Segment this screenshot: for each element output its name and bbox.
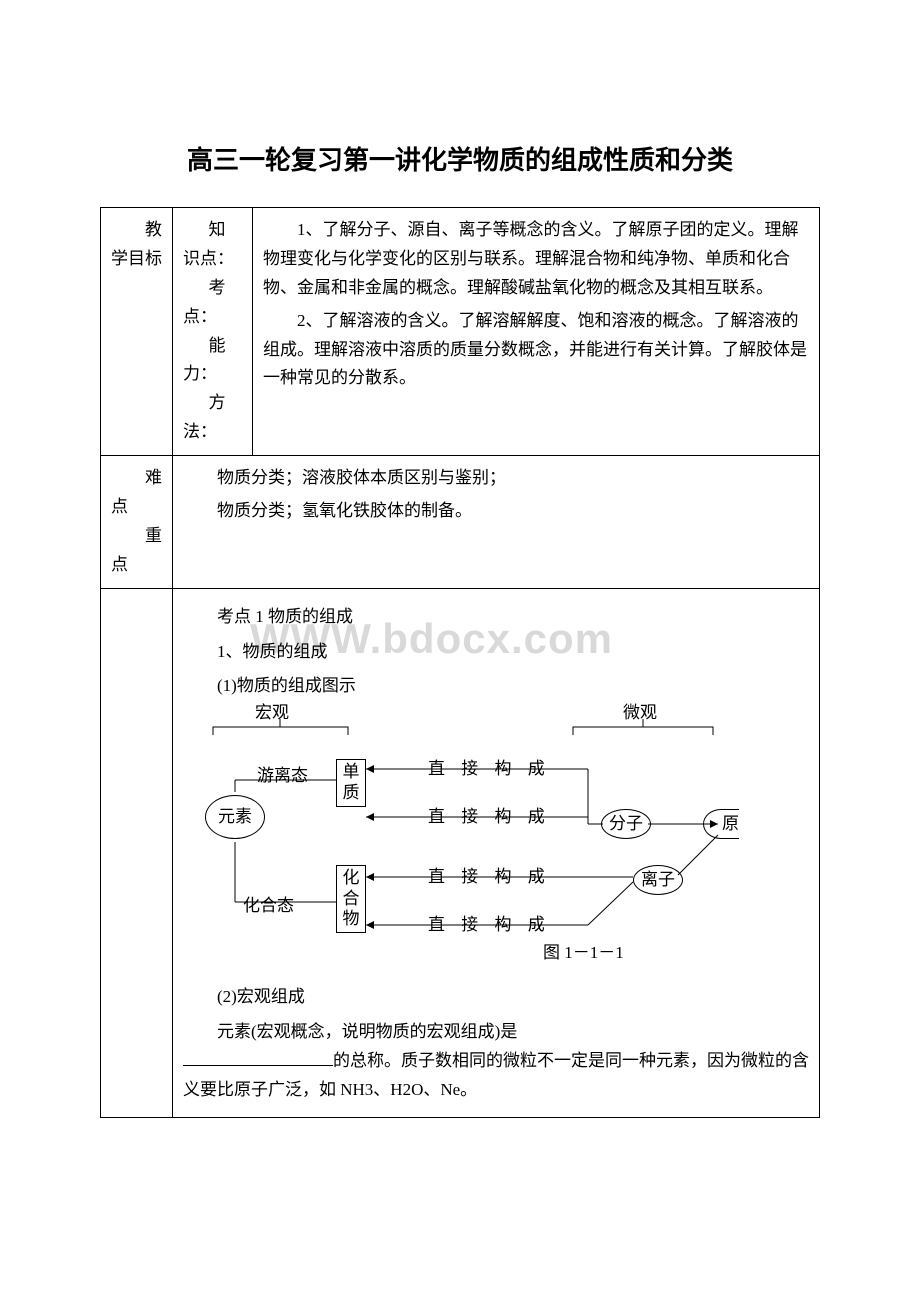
node-fenzi-text: 分子	[609, 810, 643, 839]
danzhi-char-2: 质	[337, 783, 365, 803]
macro-label: 宏观	[255, 699, 289, 728]
sub-heading-2: (1)物质的组成图示	[183, 672, 809, 701]
objectives-para-1: 1、了解分子、源自、离子等概念的含义。了解原子团的定义。理解物理变化与化学变化的…	[263, 216, 809, 303]
kp-heading: 考点 1 物质的组成	[183, 603, 809, 632]
difficulty-label-2: 重点	[111, 522, 162, 580]
cell-content-body: 考点 1 物质的组成 1、物质的组成 (1)物质的组成图示	[173, 588, 820, 1117]
cell-difficulty-label: 难点 重点	[101, 456, 173, 589]
huahewu-char-2: 合	[337, 889, 365, 909]
node-lizi-text: 离子	[641, 866, 675, 895]
edge-label-1: 直 接 构 成	[428, 755, 551, 784]
blank-fill	[183, 1049, 333, 1066]
cell-objectives-content: 1、了解分子、源自、离子等概念的含义。了解原子团的定义。理解物理变化与化学变化的…	[253, 208, 820, 456]
row-objectives: 教学目标 知识点： 考点： 能力： 方法： 1、了解分子、源自、离子等概念的含义…	[101, 208, 820, 456]
difficulty-line-2: 物质分类；氢氧化铁胶体的制备。	[183, 497, 809, 526]
row-content: 考点 1 物质的组成 1、物质的组成 (1)物质的组成图示	[101, 588, 820, 1117]
cell-content-label	[101, 588, 173, 1117]
lesson-table: 教学目标 知识点： 考点： 能力： 方法： 1、了解分子、源自、离子等概念的含义…	[100, 207, 820, 1118]
node-yuan: 原	[703, 809, 739, 839]
sub-heading-1: 1、物质的组成	[183, 638, 809, 667]
edge-label-4: 直 接 构 成	[428, 911, 551, 940]
node-danzhi: 单 质	[336, 759, 366, 807]
node-yuan-text: 原	[722, 810, 739, 839]
macro-para: 元素(宏观概念，说明物质的宏观组成)是 的总称。质子数相同的微粒不一定是同一种元…	[183, 1018, 809, 1105]
sublabel-3: 能力：	[183, 332, 242, 390]
huahewu-char-3: 物	[337, 909, 365, 929]
page-title: 高三一轮复习第一讲化学物质的组成性质和分类	[100, 140, 820, 177]
label-youlitai: 游离态	[257, 762, 308, 791]
composition-diagram: 宏观 微观 元素 游离态 化合态 单 质	[193, 707, 723, 977]
sublabel-1: 知识点：	[183, 216, 242, 274]
huahewu-char-1: 化	[337, 868, 365, 888]
difficulty-line-1: 物质分类；溶液胶体本质区别与鉴别；	[183, 464, 809, 493]
difficulty-label-1: 难点	[111, 464, 162, 522]
row-difficulty: 难点 重点 物质分类；溶液胶体本质区别与鉴别； 物质分类；氢氧化铁胶体的制备。	[101, 456, 820, 589]
edge-label-2: 直 接 构 成	[428, 803, 551, 832]
objectives-label-text: 教学目标	[111, 220, 162, 268]
sublabel-2: 考点：	[183, 274, 242, 332]
figure-caption: 图 1－1－1	[543, 939, 624, 968]
cell-objectives-label: 教学目标	[101, 208, 173, 456]
sublabel-4: 方法：	[183, 389, 242, 447]
node-huahewu: 化 合 物	[336, 865, 366, 933]
edge-label-3: 直 接 构 成	[428, 863, 551, 892]
cell-difficulty-content: 物质分类；溶液胶体本质区别与鉴别； 物质分类；氢氧化铁胶体的制备。	[173, 456, 820, 589]
danzhi-char-1: 单	[337, 762, 365, 782]
label-huahetai: 化合态	[243, 892, 294, 921]
macro-para-seg1: 元素(宏观概念，说明物质的宏观组成)是	[217, 1022, 517, 1041]
node-yuansu-text: 元素	[218, 803, 252, 832]
objectives-para-2: 2、了解溶液的含义。了解溶解解度、饱和溶液的概念。了解溶液的组成。理解溶液中溶质…	[263, 307, 809, 394]
cell-objectives-sublabels: 知识点： 考点： 能力： 方法：	[173, 208, 253, 456]
sub-heading-3: (2)宏观组成	[183, 983, 809, 1012]
micro-label: 微观	[623, 699, 657, 728]
